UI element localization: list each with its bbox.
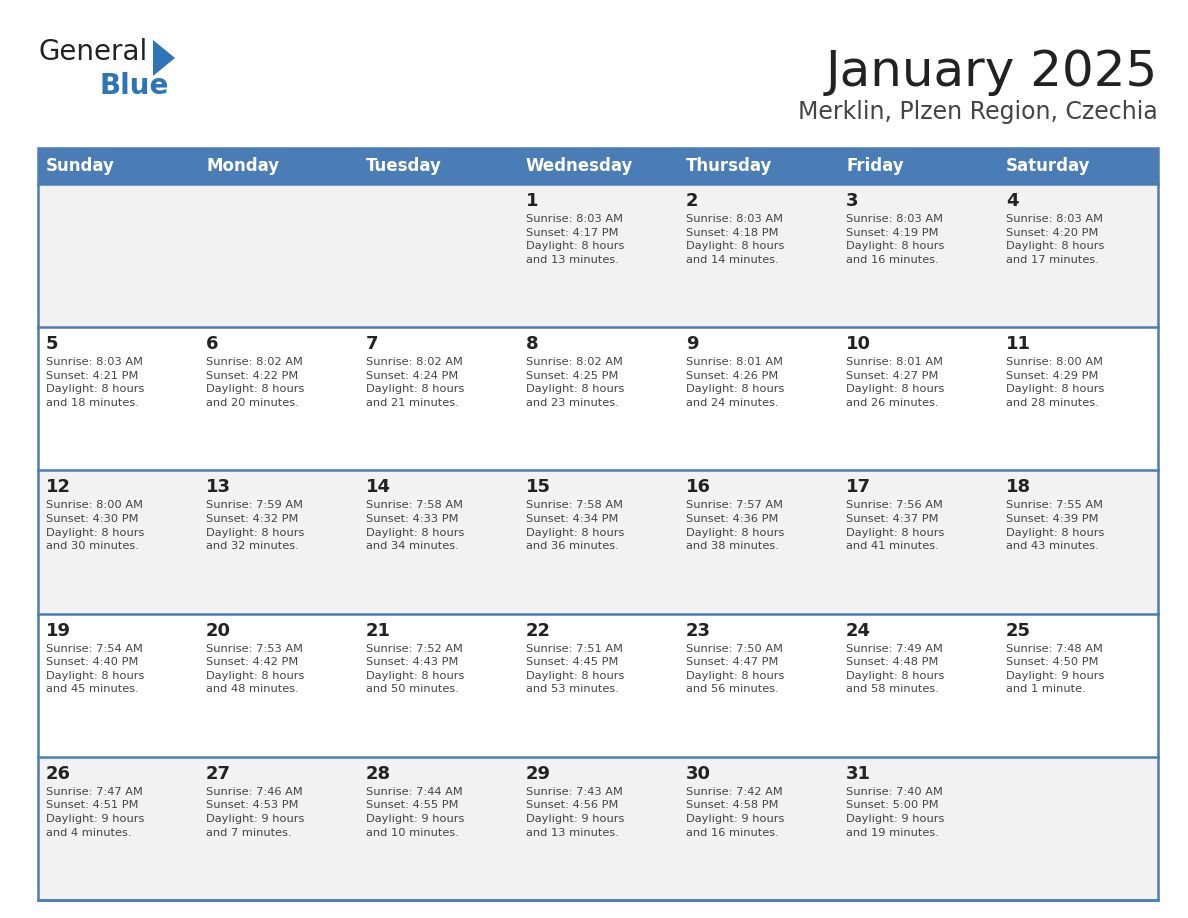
Text: Blue: Blue: [100, 72, 170, 100]
Text: 17: 17: [846, 478, 871, 497]
Text: Sunrise: 8:03 AM
Sunset: 4:20 PM
Daylight: 8 hours
and 17 minutes.: Sunrise: 8:03 AM Sunset: 4:20 PM Dayligh…: [1006, 214, 1105, 264]
Text: 6: 6: [206, 335, 219, 353]
Text: 18: 18: [1006, 478, 1031, 497]
Text: 14: 14: [366, 478, 391, 497]
Text: Sunrise: 7:58 AM
Sunset: 4:33 PM
Daylight: 8 hours
and 34 minutes.: Sunrise: 7:58 AM Sunset: 4:33 PM Dayligh…: [366, 500, 465, 551]
Text: 16: 16: [685, 478, 710, 497]
Text: 19: 19: [46, 621, 71, 640]
Text: 24: 24: [846, 621, 871, 640]
Text: Sunrise: 8:00 AM
Sunset: 4:29 PM
Daylight: 8 hours
and 28 minutes.: Sunrise: 8:00 AM Sunset: 4:29 PM Dayligh…: [1006, 357, 1105, 408]
Text: Sunrise: 8:00 AM
Sunset: 4:30 PM
Daylight: 8 hours
and 30 minutes.: Sunrise: 8:00 AM Sunset: 4:30 PM Dayligh…: [46, 500, 145, 551]
Text: Sunrise: 7:48 AM
Sunset: 4:50 PM
Daylight: 9 hours
and 1 minute.: Sunrise: 7:48 AM Sunset: 4:50 PM Dayligh…: [1006, 644, 1105, 694]
Text: General: General: [38, 38, 147, 66]
Text: Sunrise: 7:46 AM
Sunset: 4:53 PM
Daylight: 9 hours
and 7 minutes.: Sunrise: 7:46 AM Sunset: 4:53 PM Dayligh…: [206, 787, 304, 837]
Bar: [38, 148, 1158, 900]
Polygon shape: [153, 40, 175, 76]
Text: 25: 25: [1006, 621, 1031, 640]
Text: 22: 22: [526, 621, 551, 640]
Bar: [38, 613, 1158, 756]
Bar: [38, 148, 1158, 184]
Text: Saturday: Saturday: [1006, 157, 1091, 175]
Text: Merklin, Plzen Region, Czechia: Merklin, Plzen Region, Czechia: [798, 100, 1158, 124]
Bar: [38, 184, 1158, 327]
Text: 29: 29: [526, 765, 551, 783]
Text: Sunrise: 7:56 AM
Sunset: 4:37 PM
Daylight: 8 hours
and 41 minutes.: Sunrise: 7:56 AM Sunset: 4:37 PM Dayligh…: [846, 500, 944, 551]
Text: Sunrise: 7:58 AM
Sunset: 4:34 PM
Daylight: 8 hours
and 36 minutes.: Sunrise: 7:58 AM Sunset: 4:34 PM Dayligh…: [526, 500, 625, 551]
Text: 12: 12: [46, 478, 71, 497]
Text: 5: 5: [46, 335, 58, 353]
Text: Sunrise: 8:03 AM
Sunset: 4:18 PM
Daylight: 8 hours
and 14 minutes.: Sunrise: 8:03 AM Sunset: 4:18 PM Dayligh…: [685, 214, 784, 264]
Text: 31: 31: [846, 765, 871, 783]
Text: 20: 20: [206, 621, 230, 640]
Text: Sunrise: 7:44 AM
Sunset: 4:55 PM
Daylight: 9 hours
and 10 minutes.: Sunrise: 7:44 AM Sunset: 4:55 PM Dayligh…: [366, 787, 465, 837]
Text: Sunrise: 7:55 AM
Sunset: 4:39 PM
Daylight: 8 hours
and 43 minutes.: Sunrise: 7:55 AM Sunset: 4:39 PM Dayligh…: [1006, 500, 1105, 551]
Text: 8: 8: [526, 335, 538, 353]
Text: Sunrise: 7:57 AM
Sunset: 4:36 PM
Daylight: 8 hours
and 38 minutes.: Sunrise: 7:57 AM Sunset: 4:36 PM Dayligh…: [685, 500, 784, 551]
Text: Friday: Friday: [846, 157, 904, 175]
Text: Wednesday: Wednesday: [526, 157, 633, 175]
Text: 10: 10: [846, 335, 871, 353]
Text: Sunrise: 8:02 AM
Sunset: 4:24 PM
Daylight: 8 hours
and 21 minutes.: Sunrise: 8:02 AM Sunset: 4:24 PM Dayligh…: [366, 357, 465, 408]
Text: Sunrise: 8:03 AM
Sunset: 4:21 PM
Daylight: 8 hours
and 18 minutes.: Sunrise: 8:03 AM Sunset: 4:21 PM Dayligh…: [46, 357, 145, 408]
Text: Tuesday: Tuesday: [366, 157, 442, 175]
Text: Sunrise: 7:42 AM
Sunset: 4:58 PM
Daylight: 9 hours
and 16 minutes.: Sunrise: 7:42 AM Sunset: 4:58 PM Dayligh…: [685, 787, 784, 837]
Text: Sunrise: 7:47 AM
Sunset: 4:51 PM
Daylight: 9 hours
and 4 minutes.: Sunrise: 7:47 AM Sunset: 4:51 PM Dayligh…: [46, 787, 145, 837]
Text: Sunrise: 8:03 AM
Sunset: 4:17 PM
Daylight: 8 hours
and 13 minutes.: Sunrise: 8:03 AM Sunset: 4:17 PM Dayligh…: [526, 214, 625, 264]
Text: 4: 4: [1006, 192, 1018, 210]
Text: Sunrise: 7:54 AM
Sunset: 4:40 PM
Daylight: 8 hours
and 45 minutes.: Sunrise: 7:54 AM Sunset: 4:40 PM Dayligh…: [46, 644, 145, 694]
Text: 2: 2: [685, 192, 699, 210]
Text: Sunrise: 7:52 AM
Sunset: 4:43 PM
Daylight: 8 hours
and 50 minutes.: Sunrise: 7:52 AM Sunset: 4:43 PM Dayligh…: [366, 644, 465, 694]
Text: 23: 23: [685, 621, 710, 640]
Text: Sunrise: 8:01 AM
Sunset: 4:26 PM
Daylight: 8 hours
and 24 minutes.: Sunrise: 8:01 AM Sunset: 4:26 PM Dayligh…: [685, 357, 784, 408]
Text: 13: 13: [206, 478, 230, 497]
Bar: [38, 756, 1158, 900]
Text: Sunday: Sunday: [46, 157, 115, 175]
Text: Sunrise: 8:02 AM
Sunset: 4:25 PM
Daylight: 8 hours
and 23 minutes.: Sunrise: 8:02 AM Sunset: 4:25 PM Dayligh…: [526, 357, 625, 408]
Bar: [38, 470, 1158, 613]
Text: 1: 1: [526, 192, 538, 210]
Text: 7: 7: [366, 335, 379, 353]
Text: Sunrise: 7:50 AM
Sunset: 4:47 PM
Daylight: 8 hours
and 56 minutes.: Sunrise: 7:50 AM Sunset: 4:47 PM Dayligh…: [685, 644, 784, 694]
Text: Sunrise: 7:49 AM
Sunset: 4:48 PM
Daylight: 8 hours
and 58 minutes.: Sunrise: 7:49 AM Sunset: 4:48 PM Dayligh…: [846, 644, 944, 694]
Text: Sunrise: 8:02 AM
Sunset: 4:22 PM
Daylight: 8 hours
and 20 minutes.: Sunrise: 8:02 AM Sunset: 4:22 PM Dayligh…: [206, 357, 304, 408]
Text: 28: 28: [366, 765, 391, 783]
Text: January 2025: January 2025: [826, 48, 1158, 96]
Text: Sunrise: 8:03 AM
Sunset: 4:19 PM
Daylight: 8 hours
and 16 minutes.: Sunrise: 8:03 AM Sunset: 4:19 PM Dayligh…: [846, 214, 944, 264]
Text: Sunrise: 7:51 AM
Sunset: 4:45 PM
Daylight: 8 hours
and 53 minutes.: Sunrise: 7:51 AM Sunset: 4:45 PM Dayligh…: [526, 644, 625, 694]
Text: Monday: Monday: [206, 157, 279, 175]
Text: 30: 30: [685, 765, 710, 783]
Text: 26: 26: [46, 765, 71, 783]
Text: Thursday: Thursday: [685, 157, 772, 175]
Text: Sunrise: 7:53 AM
Sunset: 4:42 PM
Daylight: 8 hours
and 48 minutes.: Sunrise: 7:53 AM Sunset: 4:42 PM Dayligh…: [206, 644, 304, 694]
Text: 15: 15: [526, 478, 551, 497]
Bar: [38, 327, 1158, 470]
Text: 11: 11: [1006, 335, 1031, 353]
Text: 21: 21: [366, 621, 391, 640]
Text: Sunrise: 7:40 AM
Sunset: 5:00 PM
Daylight: 9 hours
and 19 minutes.: Sunrise: 7:40 AM Sunset: 5:00 PM Dayligh…: [846, 787, 944, 837]
Text: Sunrise: 7:43 AM
Sunset: 4:56 PM
Daylight: 9 hours
and 13 minutes.: Sunrise: 7:43 AM Sunset: 4:56 PM Dayligh…: [526, 787, 625, 837]
Text: 3: 3: [846, 192, 859, 210]
Text: Sunrise: 8:01 AM
Sunset: 4:27 PM
Daylight: 8 hours
and 26 minutes.: Sunrise: 8:01 AM Sunset: 4:27 PM Dayligh…: [846, 357, 944, 408]
Text: 9: 9: [685, 335, 699, 353]
Text: Sunrise: 7:59 AM
Sunset: 4:32 PM
Daylight: 8 hours
and 32 minutes.: Sunrise: 7:59 AM Sunset: 4:32 PM Dayligh…: [206, 500, 304, 551]
Text: 27: 27: [206, 765, 230, 783]
